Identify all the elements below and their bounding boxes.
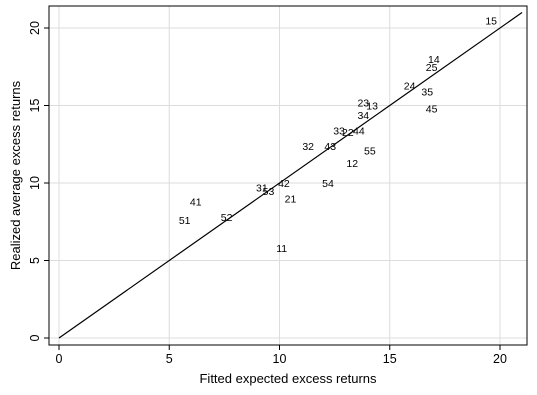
point-label: 25 — [426, 62, 438, 74]
point-label: 12 — [346, 158, 358, 170]
point-label: 31 — [256, 183, 268, 195]
point-label: 55 — [364, 145, 376, 157]
point-label: 41 — [190, 197, 202, 209]
grid-lines — [49, 6, 527, 345]
y-tick-label: 0 — [28, 334, 42, 341]
y-tick-label: 20 — [28, 21, 42, 35]
point-label: 23 — [357, 97, 369, 109]
point-label: 32 — [302, 141, 314, 153]
x-tick-label: 10 — [273, 352, 287, 366]
point-label: 43 — [324, 141, 336, 153]
point-label: 22 — [342, 127, 354, 139]
x-tick-label: 5 — [166, 352, 173, 366]
reference-line-layer — [58, 12, 523, 339]
y-tick-label: 10 — [28, 176, 42, 190]
y-tick-label: 5 — [28, 257, 42, 264]
x-tick-label: 0 — [56, 352, 63, 366]
point-label: 54 — [322, 178, 334, 190]
point-label: 53 — [263, 186, 275, 198]
point-label: 24 — [404, 80, 416, 92]
point-label: 13 — [366, 101, 378, 113]
point-label: 45 — [426, 104, 438, 116]
point-label: 51 — [179, 215, 191, 227]
point-label: 14 — [428, 54, 440, 66]
point-label: 11 — [276, 243, 287, 255]
y-axis: 0 5 10 15 20 — [28, 21, 49, 341]
point-label: 35 — [421, 87, 433, 99]
y-tick-label: 15 — [28, 99, 42, 113]
x-tick-label: 15 — [383, 352, 397, 366]
point-label: 52 — [221, 212, 233, 224]
point-label: 15 — [485, 15, 497, 27]
point-label: 42 — [278, 178, 290, 190]
point-label: 33 — [333, 125, 345, 137]
x-tick-label: 20 — [493, 352, 507, 366]
x-axis-label: Fitted expected excess returns — [199, 371, 377, 386]
x-axis: 0 5 10 15 20 — [56, 345, 507, 366]
point-label: 44 — [353, 125, 365, 137]
point-label: 34 — [357, 110, 369, 122]
y-axis-label: Realized average excess returns — [8, 80, 23, 270]
point-label: 21 — [285, 194, 297, 206]
fitted-line — [58, 12, 523, 339]
plot-frame — [48, 5, 528, 346]
